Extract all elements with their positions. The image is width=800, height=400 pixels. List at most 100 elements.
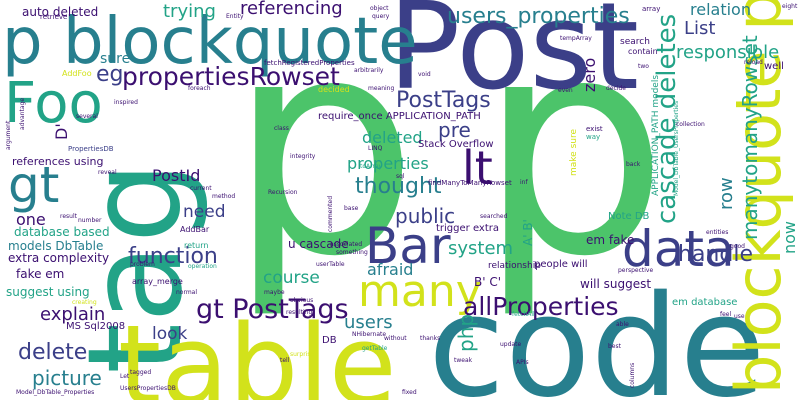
word-meaning: meaning: [368, 85, 395, 92]
word-referencing: referencing: [240, 0, 343, 19]
word-explain: explain: [40, 304, 106, 325]
word-gt: gt: [8, 156, 60, 214]
word-fetchall: fetchAll: [512, 311, 535, 318]
word-addbar: AddBar: [180, 225, 210, 234]
word-posttags: PostTags: [396, 88, 491, 113]
word-query: query: [372, 13, 390, 20]
word-eg: eg: [96, 62, 124, 87]
word-able: able: [616, 321, 629, 328]
word-thought: thought: [355, 174, 442, 199]
word-feel: feel: [720, 311, 732, 318]
word-b-c: B' C': [474, 275, 502, 289]
word-data: data: [622, 220, 735, 278]
word-without: without: [384, 335, 407, 342]
word-one: one: [16, 210, 46, 229]
word-now: now: [780, 220, 799, 254]
word-normal: normal: [176, 289, 198, 296]
word-collection: collection: [676, 121, 705, 128]
word-deleted: deleted: [362, 128, 423, 147]
word-findmanytomanyrowset: findManyToManyRowset: [428, 179, 512, 187]
word-a-b: A' B': [521, 219, 535, 246]
word-contain: contain: [628, 47, 658, 56]
word-handle: handle: [678, 242, 753, 267]
word-class: class: [274, 125, 289, 132]
word-array-merge: array_merge: [132, 277, 183, 286]
word-arbitrarily: arbitrarily: [354, 67, 384, 74]
word-operation: operation: [188, 263, 217, 270]
word-propertiesdb: PropertiesDB: [68, 145, 114, 153]
word-will-suggest: will suggest: [580, 277, 652, 291]
word-references-using: references using: [12, 155, 104, 168]
word-code: code: [428, 266, 766, 400]
word-responsible: responsible: [676, 42, 780, 63]
word-perspective: perspective: [618, 267, 654, 274]
word-advantage: advantage: [19, 97, 26, 130]
word-tell: tell: [280, 357, 290, 364]
word-p-left: p: [228, 0, 419, 322]
word-linq: LINQ: [368, 145, 383, 152]
word-postid: PostId: [152, 166, 201, 185]
word-best: best: [608, 343, 621, 350]
word-system: system: [448, 238, 514, 259]
word-userspropertiesdb: UsersPropertiesDB: [120, 385, 176, 392]
word-note-db: Note DB: [608, 211, 650, 222]
word-require-once-application-path: require_once APPLICATION_PATH: [318, 111, 481, 122]
word-argument: argument: [5, 120, 12, 150]
word-database-based: database based: [14, 225, 110, 239]
word-relation: relation: [690, 0, 751, 19]
word-need: need: [183, 202, 226, 222]
word-many: many: [358, 266, 482, 317]
word-properties: properties: [347, 154, 429, 173]
word-nhibernate: NHibernate: [352, 331, 387, 338]
word-gt-posttags: gt PostTags: [196, 294, 349, 325]
word-apis: APIs: [516, 359, 529, 366]
word-use: use: [734, 313, 745, 320]
word-users: users: [344, 312, 393, 333]
word-row: row: [716, 177, 737, 210]
word-commented: commented: [327, 195, 334, 232]
word-surprise: surprise: [290, 351, 315, 358]
word-back: back: [626, 161, 641, 168]
word-toarray: toArray: [360, 163, 383, 170]
word-table: table: [118, 301, 397, 400]
word-current: current: [190, 185, 212, 192]
word-trigger-extra: trigger extra: [436, 223, 500, 234]
word-even: even: [558, 87, 573, 94]
word-associated: associated: [330, 241, 363, 248]
word-afraid: afraid: [367, 260, 414, 279]
word-picture: picture: [32, 366, 102, 390]
word-update: update: [500, 341, 522, 348]
word-problem: problem: [130, 261, 155, 268]
word-stack-overflow: Stack Overflow: [418, 139, 494, 150]
word-pre: pre: [438, 118, 471, 142]
word-decided: decided: [318, 85, 350, 94]
word-auto-deleted: auto deleted: [22, 5, 99, 19]
word-u-cascade: u cascade: [288, 237, 349, 251]
word-integrity: integrity: [290, 153, 316, 160]
word-people-will: people will: [534, 259, 588, 270]
word-fake-em: fake em: [16, 267, 65, 281]
word-php: php: [454, 313, 478, 352]
word-let: Let: [120, 373, 130, 380]
word-trying: trying: [163, 1, 216, 22]
word-models-dbtable: models DbTable: [8, 239, 104, 253]
word-two: two: [638, 63, 649, 70]
word-users-properties: users_properties: [447, 4, 630, 29]
word-delete: delete: [18, 340, 88, 365]
word-maybe: maybe: [264, 289, 285, 296]
word-fixed: fixed: [402, 389, 417, 396]
word-em-database: em database: [672, 297, 738, 308]
word-temparray: tempArray: [560, 35, 592, 42]
word-model-dbtable-usersproperties: Model_DbTable_UsersProperties: [673, 100, 680, 196]
word-base: base: [344, 205, 359, 212]
word-result: result: [60, 213, 77, 220]
word-inf: inf: [520, 179, 528, 186]
word-tweak: tweak: [454, 357, 473, 364]
word-application-path-models: APPLICATION_PATH models: [651, 74, 661, 196]
word-usertable: userTable: [316, 261, 345, 268]
word-zero: zero: [580, 57, 599, 92]
word-relationship: relationship: [488, 261, 541, 271]
word-sql: sql: [396, 173, 405, 180]
word-list: List: [684, 18, 716, 39]
